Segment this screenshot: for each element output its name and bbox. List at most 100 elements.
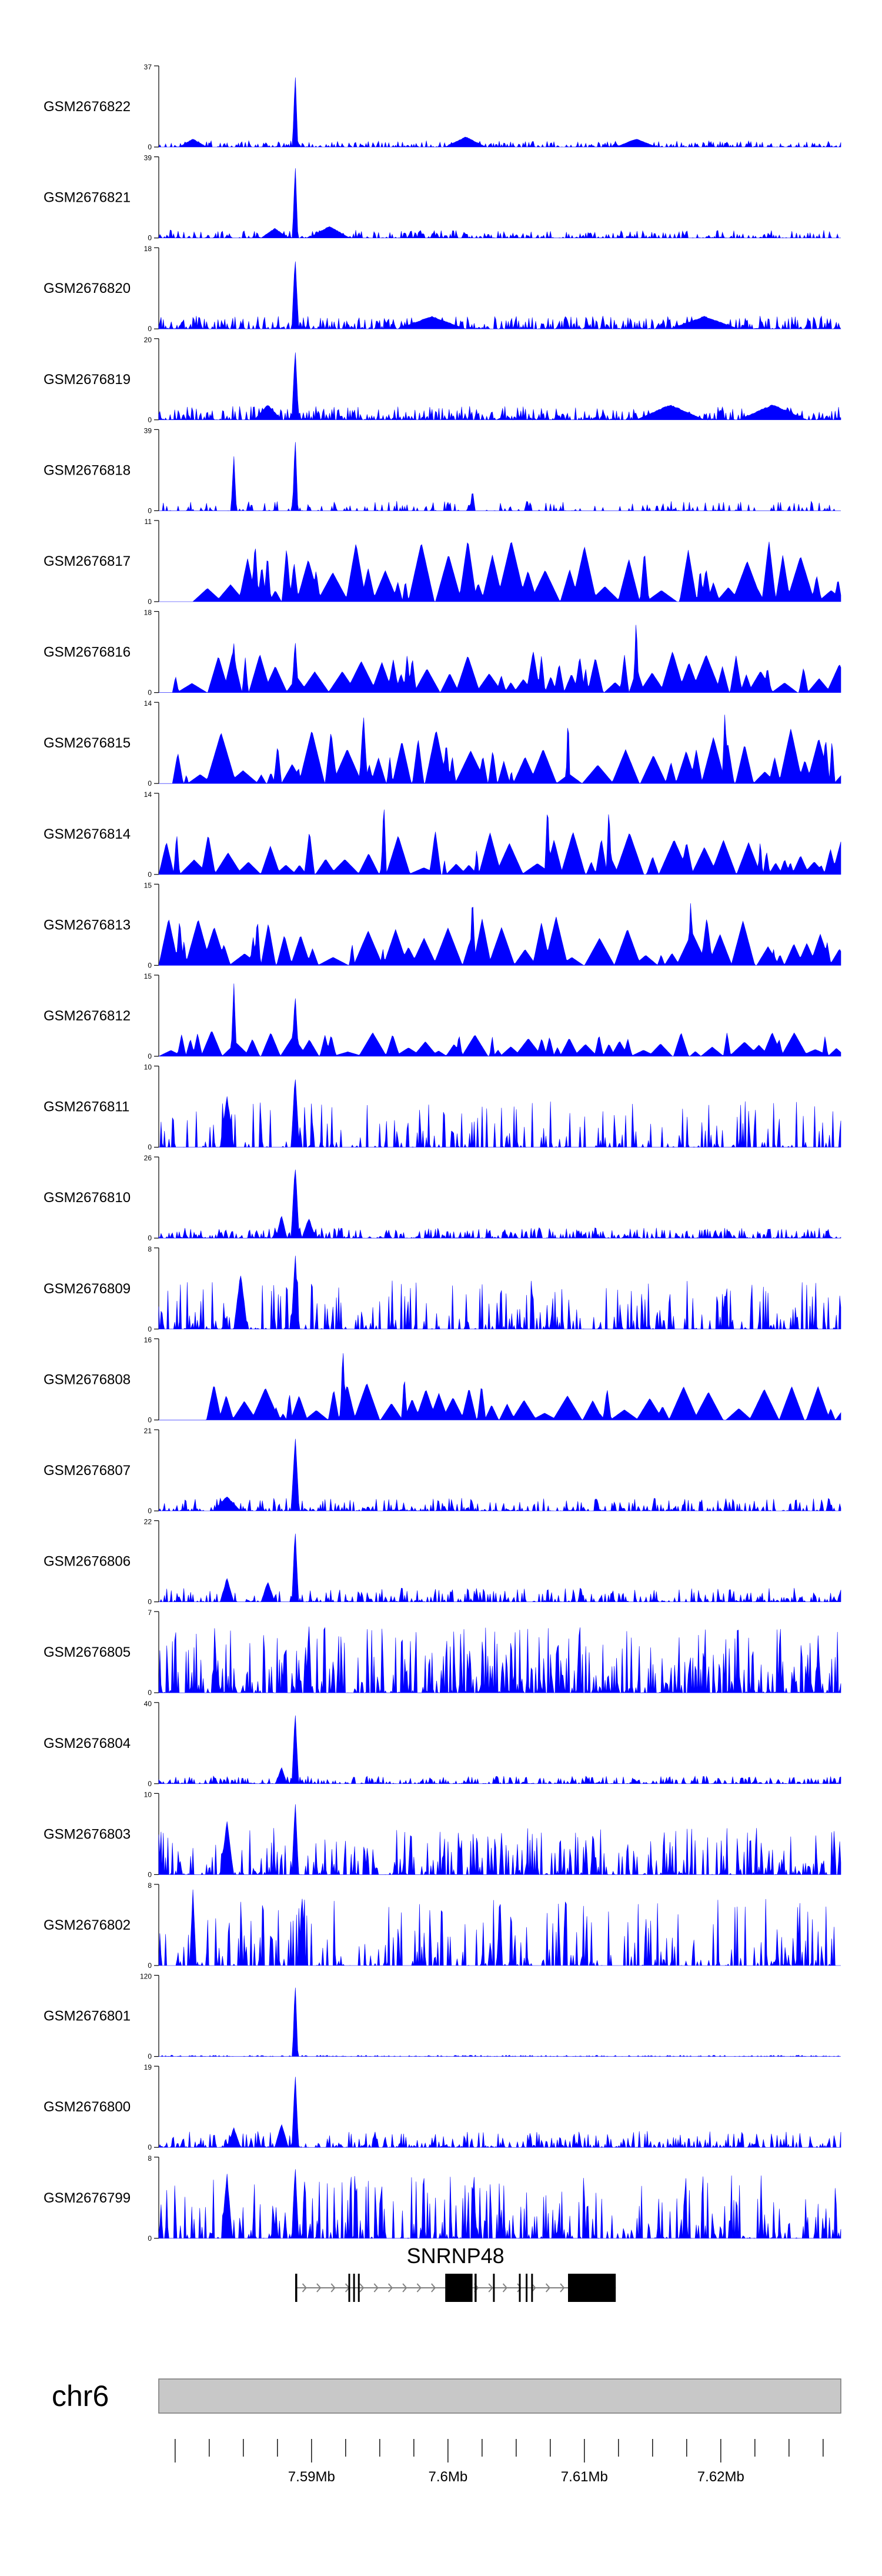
- coverage-area: [158, 1626, 841, 1694]
- track-label: GSM2676799: [44, 2190, 131, 2206]
- track-GSM2676804: GSM2676804 40 0: [44, 1700, 841, 1788]
- track-GSM2676805: GSM2676805 7 0: [44, 1609, 841, 1697]
- track-GSM2676821: GSM2676821 39 0: [44, 154, 841, 242]
- strand-arrow: [316, 2283, 322, 2293]
- y-tick-label-min: 0: [148, 1961, 152, 1970]
- strand-arrow: [330, 2283, 336, 2293]
- track-GSM2676813: GSM2676813 15 0: [44, 881, 841, 969]
- y-tick-label-min: 0: [148, 234, 152, 242]
- exon: [348, 2274, 350, 2302]
- track-label: GSM2676801: [44, 2008, 131, 2024]
- track-label: GSM2676811: [44, 1099, 129, 1115]
- coverage-area: [158, 1889, 841, 1966]
- track-GSM2676809: GSM2676809 8 0: [44, 1245, 841, 1333]
- track-label: GSM2676803: [44, 1826, 131, 1842]
- exon: [353, 2274, 355, 2302]
- coverage-area: [158, 77, 841, 148]
- y-tick-label-min: 0: [148, 1234, 152, 1242]
- track-GSM2676802: GSM2676802 8 0: [44, 1881, 841, 1970]
- track-GSM2676806: GSM2676806 22 0: [44, 1518, 841, 1606]
- track-GSM2676814: GSM2676814 14 0: [44, 790, 841, 879]
- y-tick-label-max: 14: [144, 699, 152, 708]
- track-GSM2676800: GSM2676800 19 0: [44, 2063, 841, 2151]
- track-label: GSM2676806: [44, 1554, 131, 1570]
- y-tick-label-max: 39: [144, 426, 152, 435]
- gene-SNRNP48: SNRNP48: [295, 2244, 616, 2302]
- y-tick-label-min: 0: [148, 2053, 152, 2061]
- track-GSM2676803: GSM2676803 10 0: [44, 1790, 841, 1878]
- axis-tick-label: 7.6Mb: [428, 2469, 467, 2485]
- coverage-area: [158, 352, 841, 421]
- gene-label: SNRNP48: [407, 2244, 505, 2268]
- y-tick-label-max: 10: [144, 1063, 152, 1072]
- track-label: GSM2676812: [44, 1008, 131, 1024]
- y-tick-label-max: 7: [148, 1609, 152, 1617]
- strand-arrow: [359, 2283, 365, 2293]
- track-GSM2676799: GSM2676799 8 0: [44, 2154, 841, 2243]
- y-tick-label-max: 8: [148, 1881, 152, 1890]
- coverage-area: [158, 1804, 841, 1876]
- exon: [568, 2274, 616, 2302]
- coverage-area: [158, 903, 841, 966]
- y-tick-label-max: 8: [148, 1245, 152, 1253]
- y-tick-label-max: 14: [144, 790, 152, 799]
- track-label: GSM2676807: [44, 1463, 131, 1479]
- y-tick-label-min: 0: [148, 1416, 152, 1424]
- track-GSM2676818: GSM2676818 39 0: [44, 426, 841, 515]
- exon: [358, 2274, 360, 2302]
- track-GSM2676816: GSM2676816 18 0: [44, 609, 841, 697]
- strand-arrow: [402, 2283, 407, 2293]
- strand-arrow: [387, 2283, 393, 2293]
- y-tick-label-min: 0: [148, 779, 152, 788]
- strand-arrow: [373, 2283, 379, 2293]
- exon: [445, 2274, 473, 2302]
- y-tick-label-max: 21: [144, 1427, 152, 1435]
- track-GSM2676801: GSM2676801 120 0: [44, 1973, 841, 2061]
- track-label: GSM2676821: [44, 190, 131, 206]
- strand-arrow: [488, 2283, 493, 2293]
- coverage-area: [158, 983, 841, 1057]
- y-tick-label-min: 0: [148, 1598, 152, 1606]
- ideogram-band: [158, 2378, 841, 2414]
- y-tick-label-min: 0: [148, 1870, 152, 1878]
- coverage-area: [158, 2077, 841, 2148]
- track-GSM2676810: GSM2676810 26 0: [44, 1154, 841, 1242]
- track-label: GSM2676815: [44, 735, 131, 751]
- coverage-area: [159, 1353, 841, 1420]
- y-tick-label-min: 0: [148, 2234, 152, 2243]
- y-tick-label-min: 0: [148, 1780, 152, 1788]
- y-tick-label-max: 39: [144, 154, 152, 162]
- track-GSM2676811: GSM2676811 10 0: [44, 1063, 841, 1152]
- y-tick-label-max: 11: [145, 518, 152, 526]
- coverage-area: [159, 542, 841, 602]
- y-tick-label-max: 120: [140, 1973, 152, 1981]
- y-tick-label-min: 0: [148, 1507, 152, 1515]
- track-GSM2676812: GSM2676812 15 0: [44, 972, 841, 1060]
- track-label: GSM2676820: [44, 281, 131, 296]
- track-label: GSM2676818: [44, 462, 131, 478]
- y-tick-label-min: 0: [148, 325, 152, 333]
- chromosome-label: chr6: [52, 2380, 109, 2413]
- coverage-area: [159, 442, 841, 512]
- track-label: GSM2676804: [44, 1736, 131, 1751]
- exon: [493, 2274, 495, 2302]
- coverage-area: [158, 1079, 841, 1148]
- y-tick-label-min: 0: [148, 2143, 152, 2151]
- axis-tick-label: 7.61Mb: [561, 2469, 608, 2485]
- coverage-area: [158, 261, 841, 330]
- strand-arrow: [545, 2283, 550, 2293]
- track-label: GSM2676809: [44, 1281, 131, 1297]
- track-GSM2676807: GSM2676807 21 0: [44, 1427, 841, 1515]
- chromosome-track: chr6 7.59Mb 7.6Mb 7.61Mb 7.62Mb: [52, 2378, 841, 2485]
- track-GSM2676822: GSM2676822 37 0: [44, 63, 841, 151]
- coverage-area: [158, 1715, 841, 1784]
- y-tick-label-max: 18: [144, 245, 152, 253]
- y-tick-label-max: 26: [144, 1154, 152, 1162]
- track-label: GSM2676805: [44, 1644, 131, 1660]
- axis-tick-label: 7.59Mb: [288, 2469, 335, 2485]
- exon: [526, 2274, 528, 2302]
- strand-arrow: [560, 2283, 565, 2293]
- track-label: GSM2676800: [44, 2099, 131, 2115]
- y-tick-label-min: 0: [148, 870, 152, 879]
